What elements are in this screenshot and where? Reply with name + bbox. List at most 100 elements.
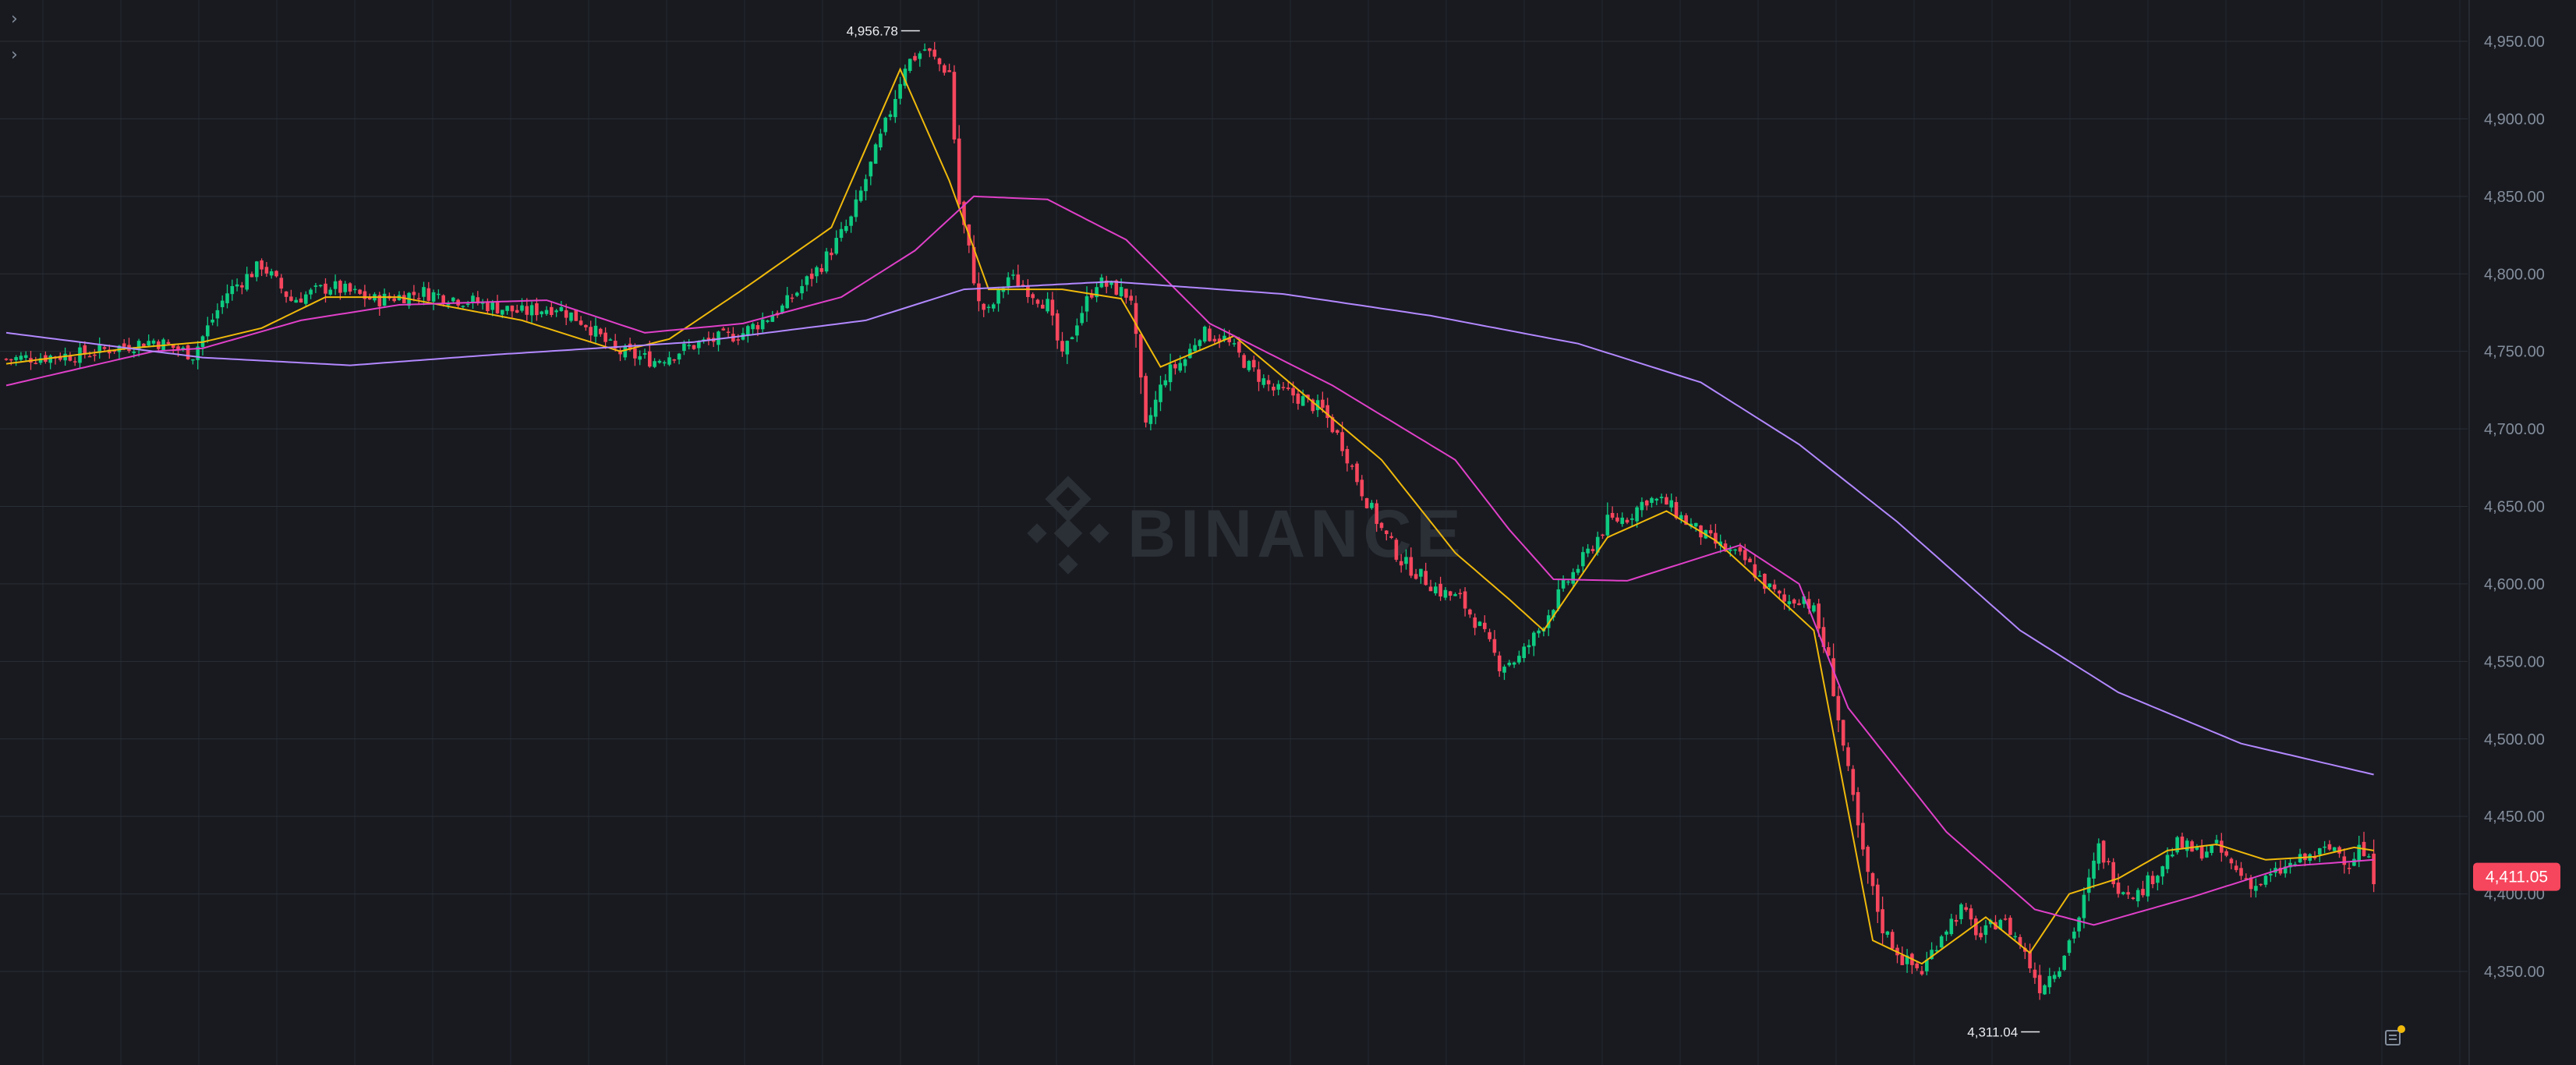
candle-up: [2273, 862, 2277, 877]
candle-up: [1640, 497, 1644, 518]
candle-body: [4, 359, 9, 360]
candle-down: [952, 65, 957, 143]
candle-body: [1610, 512, 1615, 518]
candle-down: [913, 52, 917, 62]
candle-body: [1281, 387, 1286, 388]
candle-down: [672, 359, 677, 363]
candle-body: [1665, 497, 1668, 505]
candle-body: [633, 348, 637, 359]
candle-down: [1035, 299, 1040, 308]
candle-body: [1050, 299, 1055, 316]
candle-body: [1193, 345, 1197, 351]
candle-down: [1591, 545, 1595, 554]
candle-down: [2278, 860, 2283, 876]
candle-body: [1851, 769, 1856, 795]
candle-body: [795, 292, 799, 296]
candle-body: [1114, 280, 1119, 295]
candle-body: [2092, 860, 2096, 879]
candle-up: [1159, 375, 1162, 412]
candle-down: [1743, 543, 1747, 565]
candle-down: [1360, 475, 1364, 501]
candle-body: [299, 298, 303, 303]
candle-body: [593, 325, 598, 337]
candle-body: [1507, 663, 1512, 666]
candle-down: [2259, 883, 2263, 886]
candle-body: [800, 285, 804, 294]
candle-down: [1266, 374, 1271, 391]
candle-body: [309, 289, 313, 295]
candle-body: [2171, 854, 2174, 857]
candle-body: [1729, 549, 1732, 551]
candle-up: [529, 301, 534, 323]
candle-down: [2141, 880, 2145, 898]
candle-down: [87, 351, 92, 358]
candle-body: [1473, 617, 1477, 628]
candle-up: [662, 360, 667, 366]
candle-body: [2332, 847, 2337, 851]
candle-body: [564, 310, 568, 318]
candle-up: [1276, 380, 1280, 396]
candle-body: [19, 356, 23, 360]
candle-body: [618, 350, 622, 355]
candle-down: [83, 341, 87, 359]
candle-body: [2111, 862, 2115, 885]
candle-down: [1954, 915, 1959, 926]
candle-body: [986, 306, 991, 309]
candle-up: [1586, 543, 1590, 557]
candle-body: [461, 306, 465, 307]
candle-body: [1394, 540, 1399, 560]
candle-up: [2092, 852, 2096, 889]
candle-down: [416, 292, 421, 305]
candle-down: [1124, 288, 1128, 304]
candle-body: [1497, 655, 1502, 671]
candle-body: [206, 325, 210, 337]
candle-up: [1944, 929, 1948, 941]
candle-down: [486, 298, 490, 313]
candle-body: [2229, 858, 2234, 864]
candle-up: [1556, 579, 1561, 611]
candle-down: [982, 303, 985, 317]
candle-body: [971, 246, 976, 284]
candle-down: [1846, 742, 1850, 772]
candle-body: [1512, 662, 1516, 665]
candle-up: [407, 292, 411, 310]
candle-body: [1576, 568, 1580, 573]
candle-body: [1453, 594, 1457, 596]
candle-down: [299, 292, 303, 303]
candle-up: [225, 284, 229, 309]
candle-body: [1787, 601, 1792, 604]
order-book-icon[interactable]: [2383, 1024, 2406, 1048]
candle-down: [1345, 445, 1350, 472]
candle-body: [1385, 530, 1389, 534]
candle-body: [544, 310, 549, 314]
candle-down: [260, 258, 264, 277]
candle-down: [1139, 334, 1143, 395]
candle-body: [269, 271, 274, 276]
candle-up: [1046, 292, 1049, 314]
candle-body: [1591, 549, 1595, 551]
candle-up: [1576, 564, 1580, 575]
candle-up: [873, 143, 878, 165]
candle-body: [166, 341, 171, 344]
candle-body: [279, 278, 284, 289]
candle-down: [1974, 915, 1978, 940]
candle-body: [883, 117, 887, 133]
candle-body: [1905, 955, 1909, 964]
candle-body: [834, 238, 838, 254]
candle-body: [603, 332, 607, 342]
expand-chevron-icon-2[interactable]: ›: [11, 45, 18, 65]
candle-down: [1699, 525, 1703, 545]
candle-body: [2205, 851, 2209, 858]
candle-body: [1345, 448, 1350, 464]
candle-down: [1399, 554, 1403, 573]
expand-chevron-icon-1[interactable]: ›: [11, 9, 18, 29]
candle-body: [550, 306, 554, 316]
candle-up: [1300, 389, 1305, 406]
candle-body: [510, 305, 515, 312]
candle-body: [171, 344, 175, 349]
candle-down: [1016, 264, 1021, 288]
candle-body: [1640, 501, 1644, 511]
candle-up: [834, 230, 838, 256]
candle-down: [2347, 862, 2351, 875]
